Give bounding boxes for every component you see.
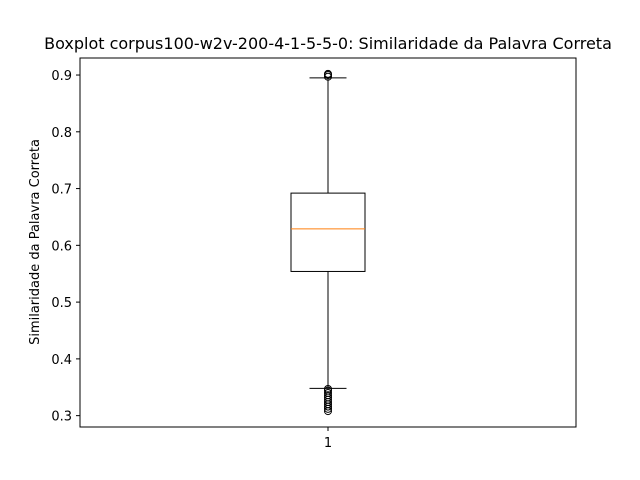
y-tick-label: 0.5 (51, 296, 72, 311)
iqr-box (290, 192, 366, 272)
y-tick-label: 0.9 (51, 69, 72, 84)
outlier-point (324, 384, 332, 393)
y-tick-label: 0.3 (51, 410, 72, 425)
y-tick-label: 0.8 (51, 126, 72, 141)
chart-title: Boxplot corpus100-w2v-200-4-1-5-5-0: Sim… (44, 34, 612, 53)
y-tick-label: 0.4 (51, 353, 72, 368)
outlier-point (324, 391, 332, 400)
y-tick-label: 0.7 (51, 183, 72, 198)
outlier-point (324, 69, 332, 78)
outlier-point (324, 388, 332, 397)
x-tick-label: 1 (324, 436, 332, 451)
y-tick-label: 0.6 (51, 239, 72, 254)
plot-area: 0.3 0.4 0.5 0.6 0.7 0.8 0.9 1 (51, 57, 577, 451)
y-axis-label: Similaridade da Palavra Correta (28, 139, 43, 345)
